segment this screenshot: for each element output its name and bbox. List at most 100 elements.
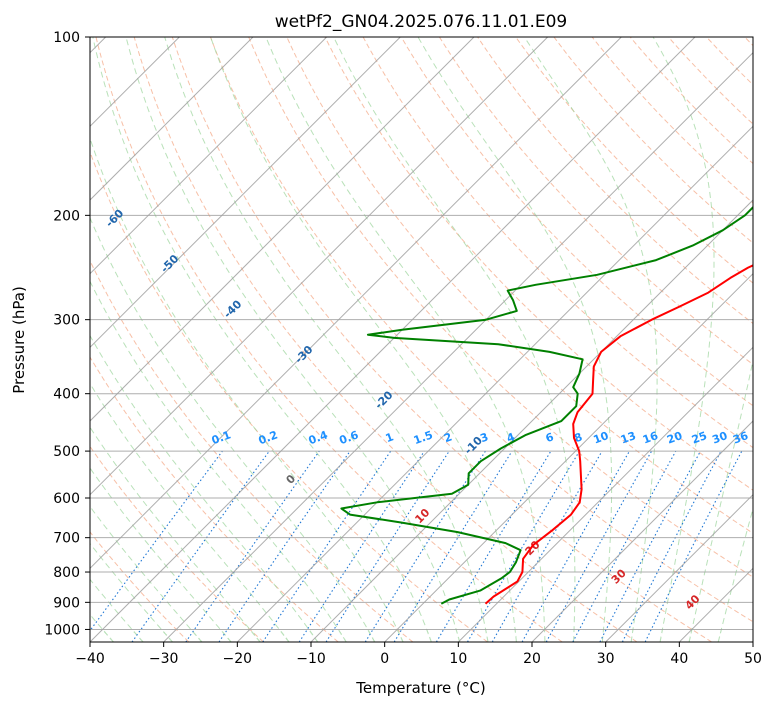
moist-adiabat-label: 40 [683,592,703,612]
dry-adiabat-line [553,37,753,244]
moist-adiabat-line [717,506,753,642]
isotherm-line [90,37,328,275]
mixing-ratio-label: 6 [544,430,556,445]
moist-adiabat-line [90,382,290,642]
x-tick-label: −40 [75,651,105,667]
mixing-ratio-label: 0.1 [210,428,233,447]
dry-adiabat-line [90,531,190,642]
moist-adiabat-line [333,37,576,642]
isotherm-line [90,37,696,642]
isotherm-line [678,567,753,642]
x-tick-label: 10 [449,651,467,667]
dry-adiabat-line [706,37,753,86]
moist-adiabat-line [523,37,658,642]
mixing-ratio-label: 1.5 [412,428,435,447]
x-tick-label: 0 [380,651,389,667]
mixing-ratio-label: 25 [690,429,709,446]
y-tick-label: 200 [53,208,80,224]
dry-adiabat-line [324,37,753,491]
mixing-ratio-label: 0.4 [307,428,330,447]
mixing-ratio-label: 36 [731,429,750,447]
mixing-ratio-line [393,450,513,642]
dry-adiabat-line [668,37,753,125]
isotherm-line [90,37,475,422]
isotherm-line [457,346,753,642]
isotherm-line [90,37,401,349]
dry-adiabat-line [210,37,753,623]
moist-adiabat-line [90,216,376,642]
dry-adiabat-line [90,356,339,642]
mixing-ratio-label: 0.2 [257,428,280,447]
moist-adiabat-line [90,467,232,642]
mixing-ratio-line [185,450,320,642]
dry-adiabat-line [95,37,563,642]
isotherm-line [163,51,753,642]
moist-adiabat-line [688,358,753,642]
dry-adiabat-line [133,37,638,642]
isotherm-line [90,37,622,570]
mixing-ratio-line [644,450,743,642]
dry-adiabat-line [286,37,753,534]
mixing-ratio-line [298,450,425,642]
y-tick-label: 1000 [44,622,80,638]
dry-adiabat-line [438,37,753,365]
x-tick-label: −30 [149,651,179,667]
dry-adiabat-line [90,445,264,642]
dry-adiabat-line [90,150,488,642]
mixing-ratio-label: 20 [665,429,684,447]
moist-adiabat-line [210,37,517,642]
x-axis-label: Temperature (°C) [355,679,485,697]
dry-adiabat-label: -50 [158,252,181,275]
moist-adiabat-line [90,426,261,642]
mixing-ratio-label: 4 [505,430,517,445]
x-tick-label: 50 [744,651,762,667]
x-tick-label: 40 [670,651,688,667]
mixing-ratio-label: 2 [442,430,454,445]
isotherm-line [310,199,753,642]
isotherm-line [236,125,753,642]
moist-adiabat-line [265,37,546,642]
isotherm-line [752,641,753,642]
dry-adiabat-label: -70 [55,161,78,184]
moist-adiabat-line [90,136,404,642]
moist-adiabat-line [90,334,319,642]
y-tick-label: 700 [53,531,80,547]
mixing-ratio-line [545,450,653,642]
y-axis-label: Pressure (hPa) [10,286,28,394]
mixing-ratio-label: 0.6 [338,428,361,447]
x-tick-label: −20 [223,651,253,667]
y-tick-label: 400 [53,387,80,403]
moist-adiabats [90,37,753,642]
dry-adiabat-line [400,37,753,407]
dry-adiabat-line [248,37,753,578]
mixing-ratio-line [131,450,270,642]
mixing-ratio-label: 16 [641,429,660,447]
moist-adiabat-line [652,37,715,642]
moist-adiabat-line [417,37,613,642]
mixing-ratio-line [621,450,722,642]
isotherms [90,37,753,642]
dry-adiabat-label: -80 [14,116,37,139]
x-tick-label: 30 [597,651,615,667]
dry-adiabat-line [477,37,753,325]
y-tick-label: 500 [53,444,80,460]
isotherm-line [531,420,753,642]
moist-adiabat-line [125,37,461,642]
dry-adiabat-line [171,37,712,642]
mixing-ratio-line [521,450,630,642]
chart-title: wetPf2_GN04.2025.076.11.01.E09 [275,12,567,32]
y-tick-label: 900 [53,595,80,611]
profiles [340,205,753,605]
y-tick-label: 100 [53,30,80,46]
isotherm-line [90,37,254,201]
isotherm-line [605,493,753,642]
dry-adiabat-label: -90 [0,70,3,93]
dry-adiabat-line [744,37,753,47]
mixing-ratio-line [572,450,677,642]
pressure-gridlines [90,37,753,630]
temperature-profile-line [484,264,753,605]
dry-adiabat-label: -60 [103,206,126,229]
mixing-ratio-label: 8 [572,430,584,445]
mixing-ratio-label: 10 [592,429,611,447]
